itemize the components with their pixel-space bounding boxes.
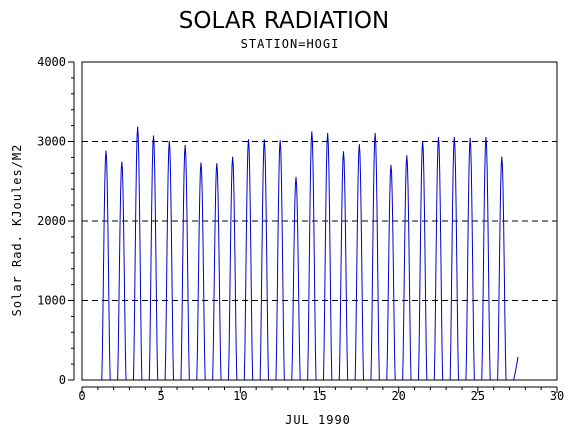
x-tick-label: 25 bbox=[471, 389, 485, 403]
data-point-day-27 bbox=[517, 357, 519, 359]
data-point-day-21 bbox=[422, 140, 424, 143]
data-point-day-14 bbox=[311, 131, 313, 133]
x-tick-label: 15 bbox=[312, 389, 326, 403]
data-point-day-13 bbox=[295, 176, 297, 178]
x-tick-label: 20 bbox=[391, 389, 405, 403]
data-point-day-9 bbox=[232, 156, 234, 158]
data-point-day-12 bbox=[279, 140, 281, 142]
data-point-day-24 bbox=[469, 137, 471, 139]
data-point-day-4 bbox=[152, 135, 155, 137]
data-point-day-26 bbox=[501, 156, 503, 158]
grid-lines bbox=[82, 61, 557, 381]
data-point-day-10 bbox=[247, 139, 250, 141]
data-point-day-22 bbox=[437, 136, 440, 139]
data-point-day-7 bbox=[200, 162, 202, 164]
data-point-day-8 bbox=[216, 163, 218, 165]
data-point-day-25 bbox=[485, 136, 487, 139]
data-point-day-16 bbox=[342, 151, 345, 153]
y-tick-label: 2000 bbox=[37, 214, 66, 228]
series-layer bbox=[97, 126, 519, 381]
x-tick-label: 30 bbox=[550, 389, 564, 403]
data-point-day-17 bbox=[358, 144, 360, 146]
series-line-0 bbox=[97, 127, 519, 381]
y-tick-label: 0 bbox=[59, 373, 66, 387]
chart-subtitle: STATION=HOGI bbox=[241, 37, 340, 51]
data-point-day-1 bbox=[105, 150, 107, 152]
x-axis-label: JUL 1990 bbox=[285, 413, 351, 427]
chart-title: SOLAR RADIATION bbox=[179, 8, 389, 34]
axes: 0 1000 2000 3000 4000 0 5 10 15 20 25 30 bbox=[37, 55, 564, 403]
y-tick-label: 4000 bbox=[37, 55, 66, 69]
data-point-day-5 bbox=[168, 140, 170, 143]
plot-frame bbox=[81, 61, 558, 381]
data-point-day-3 bbox=[137, 126, 139, 128]
data-point-day-15 bbox=[327, 132, 329, 135]
x-tick-label: 0 bbox=[78, 389, 85, 403]
y-tick-label: 3000 bbox=[37, 135, 66, 149]
data-point-day-11 bbox=[263, 139, 265, 141]
x-tick-label: 5 bbox=[158, 389, 165, 403]
data-point-day-6 bbox=[184, 144, 186, 147]
y-tick-label: 1000 bbox=[37, 294, 66, 308]
data-point-day-2 bbox=[121, 161, 123, 163]
data-point-day-19 bbox=[390, 164, 392, 166]
x-tick-label: 10 bbox=[233, 389, 247, 403]
y-axis-label: Solar Rad. KJoules/M2 bbox=[10, 144, 24, 317]
data-point-day-23 bbox=[453, 136, 455, 139]
data-point-day-20 bbox=[406, 155, 408, 157]
data-point-day-18 bbox=[374, 132, 376, 135]
